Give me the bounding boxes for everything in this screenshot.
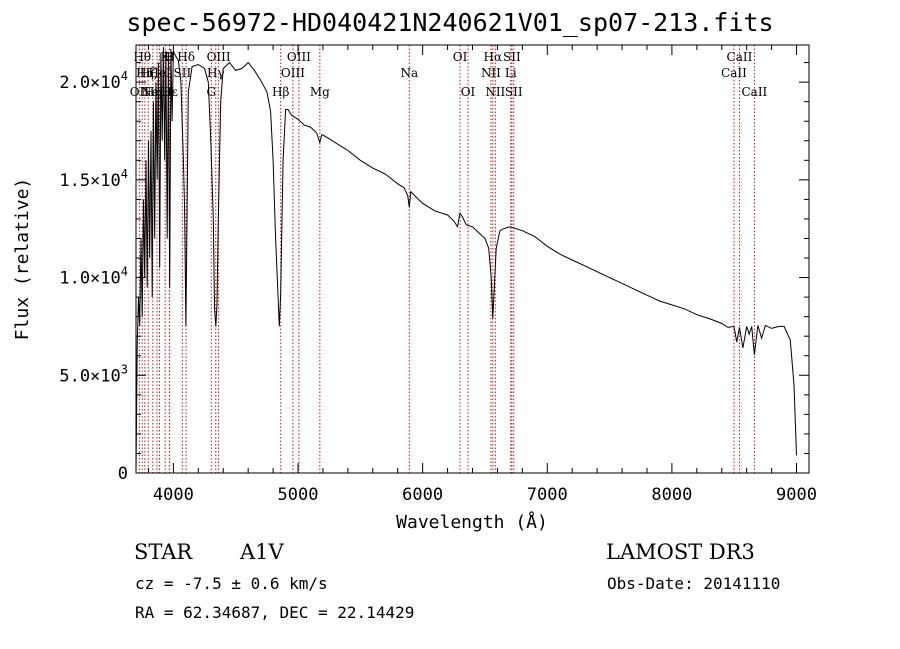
spectral-line-labels: OIIHθHηHζHηNeIIIHeIKHHεSIIHδGHγOIIIHβOII… bbox=[130, 50, 768, 99]
x-tick-label: 5000 bbox=[278, 485, 319, 505]
line-marker-label: OII bbox=[130, 85, 150, 99]
line-marker-label: Na bbox=[400, 66, 418, 80]
line-marker-label: OI bbox=[453, 50, 468, 64]
line-marker-label: HeI bbox=[148, 66, 171, 80]
line-marker-label: NII bbox=[485, 85, 505, 99]
y-tick-label: 1.0×104 bbox=[59, 265, 128, 289]
spectral-class: A1V bbox=[240, 540, 284, 564]
line-marker-label: NII bbox=[481, 66, 501, 80]
line-marker-label: Hδ bbox=[177, 50, 195, 64]
line-marker-label: OIII bbox=[281, 66, 305, 80]
line-marker-label: SII bbox=[503, 50, 521, 64]
y-tick-label: 5.0×103 bbox=[59, 362, 128, 386]
x-tick-label: 6000 bbox=[402, 485, 443, 505]
chart-title: spec-56972-HD040421N240621V01_sp07-213.f… bbox=[126, 8, 774, 37]
line-marker-label: Hζ bbox=[140, 66, 157, 80]
line-marker-label: SII bbox=[174, 66, 192, 80]
survey-name: LAMOST DR3 bbox=[606, 540, 755, 564]
observation-date: Obs-Date: 20141110 bbox=[607, 574, 781, 593]
line-marker-label: Hη bbox=[144, 85, 162, 99]
line-marker-label: Hη bbox=[136, 66, 154, 80]
spectral-line-markers bbox=[138, 45, 755, 473]
x-tick-label: 9000 bbox=[776, 485, 817, 505]
axis-ticks: 4000 5000 6000 7000 8000 9000 0 5.0×103 1.0×104 1… bbox=[59, 45, 817, 505]
y-tick-label: 2.0×104 bbox=[59, 69, 128, 93]
line-marker-label: Hβ bbox=[272, 85, 289, 99]
line-marker-label: CaII bbox=[727, 50, 753, 64]
y-axis-label: Flux (relative) bbox=[12, 178, 33, 341]
plot-frame bbox=[135, 44, 810, 474]
line-marker-label: H bbox=[164, 50, 174, 64]
line-marker-label: Mg bbox=[310, 85, 330, 99]
object-type: STAR bbox=[134, 540, 193, 564]
x-tick-label: 7000 bbox=[527, 485, 568, 505]
x-tick-label: 4000 bbox=[153, 485, 194, 505]
line-marker-label: G bbox=[206, 85, 216, 99]
spectrum-line bbox=[135, 46, 797, 474]
line-marker-label: Hγ bbox=[207, 66, 225, 80]
line-marker-label: Li bbox=[505, 66, 517, 80]
line-marker-label: Hθ bbox=[133, 50, 151, 64]
line-marker-label: OIII bbox=[207, 50, 231, 64]
line-marker-label: Hα bbox=[484, 50, 503, 64]
line-marker-label: OIII bbox=[287, 50, 311, 64]
coordinates: RA = 62.34687, DEC = 22.14429 bbox=[135, 603, 415, 622]
y-tick-label: 1.5×104 bbox=[59, 167, 128, 191]
line-marker-label: SII bbox=[505, 85, 523, 99]
line-marker-label: OI bbox=[461, 85, 476, 99]
x-tick-label: 8000 bbox=[651, 485, 692, 505]
redshift-value: cz = -7.5 ± 0.6 km/s bbox=[135, 574, 328, 593]
y-tick-label: 0 bbox=[118, 464, 128, 484]
line-marker-label: CaII bbox=[721, 66, 747, 80]
line-marker-label: CaII bbox=[741, 85, 767, 99]
x-axis-label: Wavelength (Å) bbox=[396, 511, 548, 533]
